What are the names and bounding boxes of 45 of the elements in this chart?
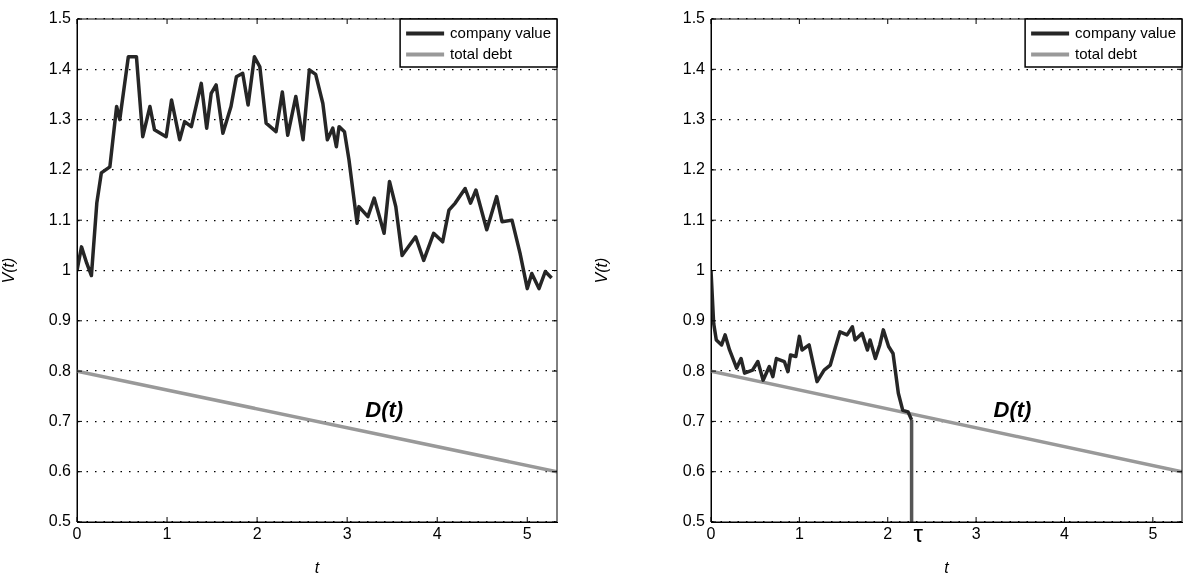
y-axis-title: V(t) [0,257,18,284]
y-tick-label: 1.3 [48,110,72,128]
annotation: D(t) [993,397,1032,423]
annotation: τ [913,519,924,547]
y-tick-label: 0.8 [682,361,706,379]
y-tick-label: 1.2 [48,160,72,178]
y-tick-label: 0.6 [48,462,72,480]
y-tick-label: 0.5 [48,512,72,530]
x-tick-label: 5 [1148,525,1158,543]
y-tick-label: 0.7 [682,411,706,429]
x-tick-label: 0 [706,525,716,543]
annotation: D(t) [365,397,404,423]
x-tick-label: 5 [522,525,532,543]
x-axis-title: t [944,558,950,576]
y-tick-label: 1.5 [48,9,72,27]
x-tick-label: 4 [432,525,442,543]
y-tick-label: 1.3 [682,110,706,128]
y-tick-label: 0.9 [682,311,706,329]
y-tick-label: 1.1 [48,210,72,228]
y-tick-label: 0.7 [48,411,72,429]
x-tick-label: 3 [971,525,981,543]
x-tick-label: 4 [1060,525,1070,543]
x-tick-label: 1 [162,525,172,543]
legend-label: total debt [1075,44,1138,62]
legend-label: total debt [450,44,513,62]
x-tick-label: 3 [342,525,352,543]
legend-label: company value [1075,23,1177,41]
x-tick-label: 0 [72,525,82,543]
y-tick-label: 0.6 [682,462,706,480]
y-tick-label: 1.4 [682,59,706,77]
y-tick-label: 0.8 [48,361,72,379]
y-tick-label: 0.5 [682,512,706,530]
legend-label: company value [450,23,552,41]
x-tick-label: 1 [794,525,804,543]
y-tick-label: 1 [696,260,706,278]
x-tick-label: 2 [252,525,262,543]
y-axis-title: V(t) [593,257,611,284]
y-tick-label: 1.2 [682,160,706,178]
y-tick-label: 1.4 [48,59,72,77]
x-tick-label: 2 [883,525,893,543]
x-axis-title: t [314,558,320,576]
y-tick-label: 1.5 [682,9,706,27]
y-tick-label: 0.9 [48,311,72,329]
y-tick-label: 1.1 [682,210,706,228]
y-tick-label: 1 [62,260,72,278]
